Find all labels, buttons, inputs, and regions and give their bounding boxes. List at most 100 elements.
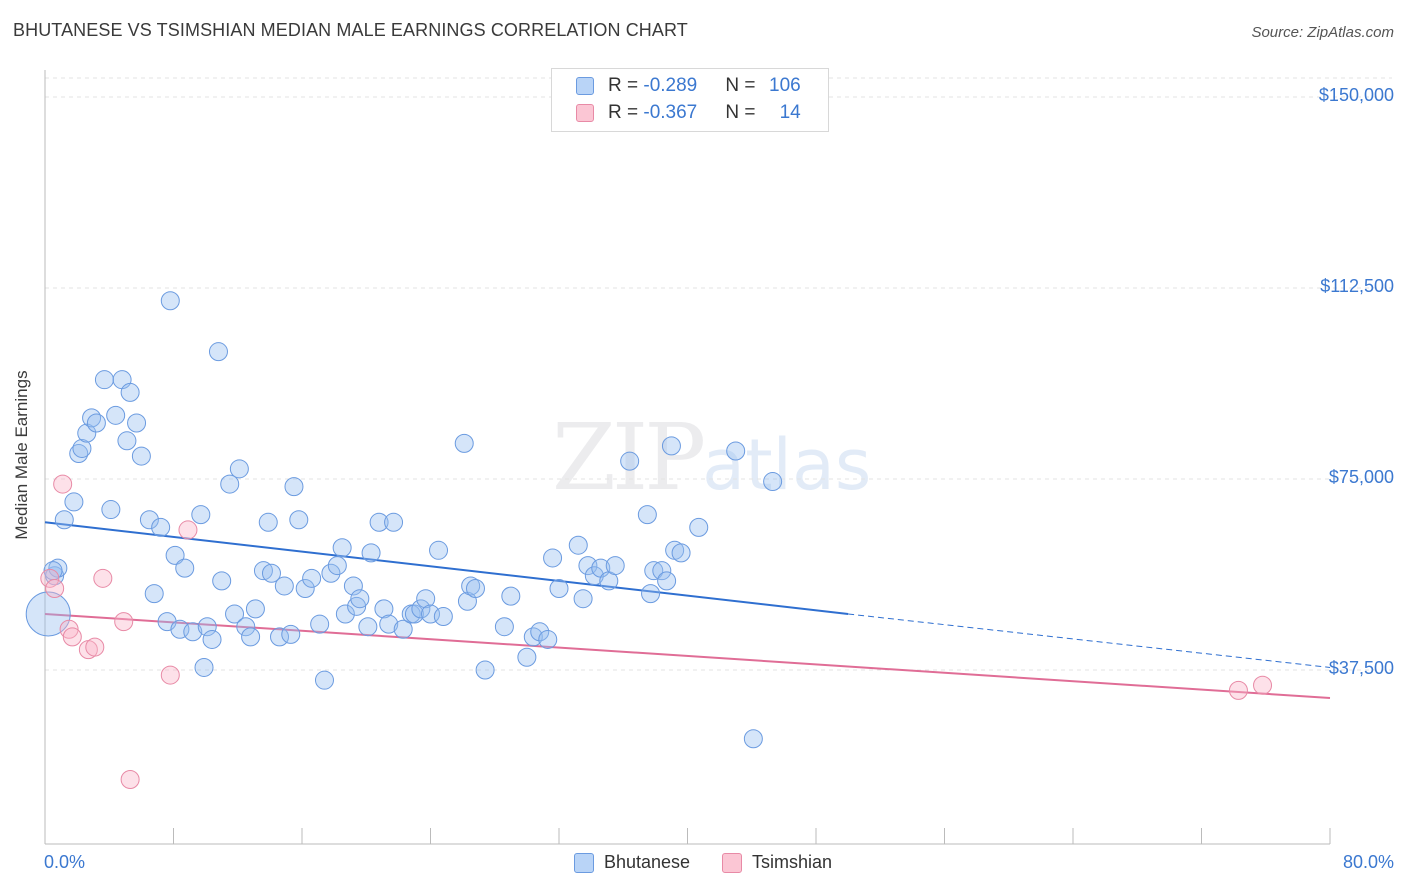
point-bhutanese: [475, 660, 495, 680]
point-bhutanese: [202, 629, 222, 649]
point-tsimshian: [1253, 675, 1273, 695]
point-bhutanese: [605, 556, 625, 576]
point-bhutanese: [369, 512, 389, 532]
trend-lines: [44, 521, 1331, 700]
axes: [44, 70, 1331, 845]
legend-n-label: N =: [725, 102, 761, 123]
point-bhutanese: [241, 627, 261, 647]
point-bhutanese: [501, 586, 521, 606]
point-bhutanese: [393, 619, 413, 639]
point-bhutanese: [160, 291, 180, 311]
point-bhutanese: [48, 558, 68, 578]
y-tick-label: $37,500: [1328, 658, 1394, 678]
point-bhutanese: [236, 617, 256, 637]
point-bhutanese: [310, 614, 330, 634]
series-legend: Bhutanese Tsimshian: [0, 852, 1406, 873]
point-bhutanese: [117, 431, 137, 451]
legend-row-tsimshian: R = -0.367 N = 14: [576, 101, 801, 125]
point-bhutanese: [253, 561, 273, 581]
legend-row-bhutanese: R = -0.289 N = 106: [576, 74, 801, 98]
legend-r-value: -0.289: [643, 75, 698, 96]
points: [25, 291, 1273, 790]
point-tsimshian: [120, 770, 140, 790]
point-bhutanese: [144, 584, 164, 604]
y-axis-label: Median Male Earnings: [12, 370, 31, 540]
legend-r-value: -0.367: [643, 102, 698, 123]
point-bhutanese: [465, 579, 485, 599]
point-bhutanese: [343, 576, 363, 596]
point-bhutanese: [327, 556, 347, 576]
point-tsimshian: [93, 568, 113, 588]
point-bhutanese: [225, 604, 245, 624]
legend-swatch-tsimshian: [722, 852, 743, 873]
point-bhutanese: [416, 589, 436, 609]
point-bhutanese: [245, 599, 265, 619]
point-bhutanese: [538, 629, 558, 649]
point-bhutanese: [652, 561, 672, 581]
point-bhutanese: [194, 657, 214, 677]
point-bhutanese: [139, 510, 159, 530]
point-bhutanese: [404, 604, 424, 624]
point-bhutanese: [302, 568, 322, 588]
point-bhutanese: [657, 571, 677, 591]
legend-item-bhutanese[interactable]: Bhutanese: [573, 852, 690, 873]
point-bhutanese: [77, 423, 97, 443]
point-bhutanese: [620, 451, 640, 471]
point-bhutanese: [637, 505, 657, 525]
trend-line-bhutanese-extension: [848, 613, 1331, 668]
point-bhutanese: [64, 492, 84, 512]
point-bhutanese: [494, 617, 514, 637]
point-bhutanese: [212, 571, 232, 591]
point-bhutanese: [517, 647, 537, 667]
source-label: Source: ZipAtlas.com: [1251, 24, 1394, 41]
point-bhutanese: [261, 563, 281, 583]
point-bhutanese: [726, 441, 746, 461]
point-bhutanese: [429, 540, 449, 560]
point-bhutanese: [361, 543, 381, 563]
point-bhutanese: [641, 584, 661, 604]
legend-swatch-tsimshian: [576, 104, 594, 122]
legend-swatch-bhutanese: [576, 77, 594, 95]
point-bhutanese: [289, 510, 309, 530]
point-bhutanese: [295, 579, 315, 599]
point-bhutanese: [549, 579, 569, 599]
y-tick-label: $75,000: [1328, 467, 1394, 487]
point-tsimshian: [85, 637, 105, 657]
legend-swatch-bhutanese: [573, 852, 594, 873]
point-bhutanese: [69, 444, 89, 464]
point-bhutanese: [151, 517, 171, 537]
point-bhutanese: [568, 535, 588, 555]
point-bhutanese: [220, 474, 240, 494]
legend-n-label: N =: [725, 75, 761, 96]
correlation-legend: R = -0.289 N = 106 R = -0.367 N = 14: [551, 68, 829, 132]
legend-item-tsimshian[interactable]: Tsimshian: [722, 852, 832, 873]
watermark: ZIPatlas: [552, 404, 871, 511]
grid: [45, 77, 1392, 671]
x-tick-label-max: 80.0%: [1342, 852, 1394, 872]
y-tick-label: $150,000: [1318, 85, 1394, 105]
point-bhutanese: [433, 607, 453, 627]
point-tsimshian: [178, 520, 198, 540]
point-bhutanese: [25, 591, 71, 637]
point-bhutanese: [229, 459, 249, 479]
point-bhutanese: [191, 505, 211, 525]
point-bhutanese: [106, 405, 126, 425]
legend-n-value: 106: [769, 75, 801, 96]
legend-r-label: R =: [608, 75, 644, 96]
point-tsimshian: [160, 665, 180, 685]
point-bhutanese: [347, 596, 367, 616]
point-bhutanese: [258, 512, 278, 532]
point-bhutanese: [314, 670, 334, 690]
watermark-zip: ZIP: [552, 404, 706, 511]
point-bhutanese: [644, 561, 664, 581]
point-bhutanese: [284, 477, 304, 497]
legend-n-value: 14: [779, 102, 801, 123]
point-bhutanese: [689, 517, 709, 537]
point-bhutanese: [461, 576, 481, 596]
x-tick-label-min: 0.0%: [44, 852, 86, 872]
point-tsimshian: [114, 612, 134, 632]
point-bhutanese: [743, 729, 763, 749]
point-bhutanese: [321, 563, 341, 583]
point-bhutanese: [183, 622, 203, 642]
point-bhutanese: [165, 545, 185, 565]
